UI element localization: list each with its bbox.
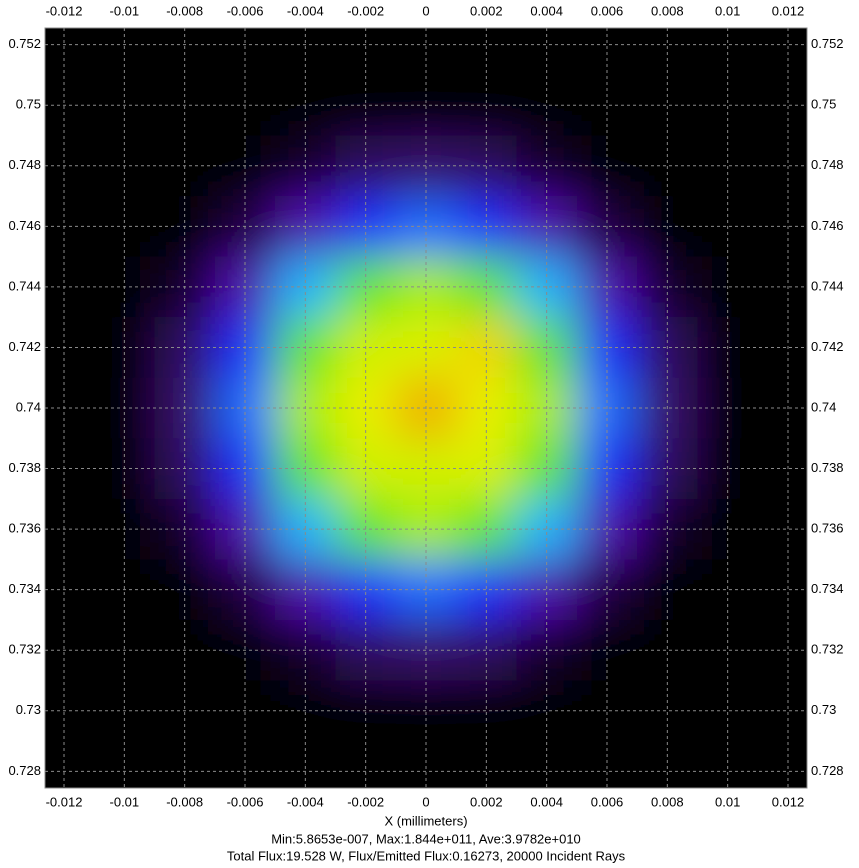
x-tick-label: -0.01 — [110, 794, 140, 809]
x-tick-label: -0.006 — [227, 3, 264, 18]
x-tick-label: 0.012 — [772, 3, 805, 18]
x-axis-label: X (millimeters) — [384, 813, 467, 828]
x-tick-label: 0 — [422, 3, 429, 18]
y-tick-label: 0.748 — [811, 157, 844, 172]
x-tick-label: -0.002 — [347, 3, 384, 18]
y-tick-label: 0.738 — [811, 460, 844, 475]
x-tick-label: 0 — [422, 794, 429, 809]
grid — [45, 28, 807, 788]
stats-line: Total Flux:19.528 W, Flux/Emitted Flux:0… — [227, 848, 626, 863]
y-tick-label: 0.744 — [811, 278, 844, 293]
y-tick-label: 0.748 — [8, 157, 41, 172]
x-tick-label: -0.008 — [166, 3, 203, 18]
x-tick-label: -0.004 — [287, 3, 324, 18]
heat-cell — [757, 741, 807, 788]
y-tick-label: 0.738 — [8, 460, 41, 475]
y-tick-label: 0.752 — [811, 36, 844, 51]
y-tick-label: 0.732 — [8, 642, 41, 657]
x-tick-label: 0.002 — [470, 3, 503, 18]
y-tick-label: 0.746 — [8, 218, 41, 233]
heat-cell — [757, 28, 807, 76]
x-tick-label: -0.002 — [347, 794, 384, 809]
y-tick-label: 0.728 — [8, 763, 41, 778]
y-tick-label: 0.73 — [16, 702, 41, 717]
x-tick-label: -0.01 — [110, 3, 140, 18]
x-tick-label: 0.002 — [470, 794, 503, 809]
y-tick-label: 0.734 — [811, 581, 844, 596]
x-tick-label: 0.006 — [591, 3, 624, 18]
x-tick-label: -0.012 — [46, 3, 83, 18]
y-tick-label: 0.734 — [8, 581, 41, 596]
y-tick-label: 0.732 — [811, 642, 844, 657]
heat-cell — [45, 741, 95, 788]
y-tick-label: 0.74 — [16, 399, 41, 414]
x-tick-label: 0.004 — [530, 3, 563, 18]
stats-line: Min:5.8653e-007, Max:1.844e+011, Ave:3.9… — [271, 831, 581, 846]
y-tick-label: 0.736 — [811, 521, 844, 536]
x-tick-label: 0.01 — [715, 3, 740, 18]
x-tick-label: -0.004 — [287, 794, 324, 809]
y-tick-label: 0.728 — [811, 763, 844, 778]
x-tick-label: 0.008 — [651, 794, 684, 809]
y-tick-label: 0.75 — [16, 97, 41, 112]
y-tick-label: 0.74 — [811, 399, 836, 414]
x-tick-label: 0.01 — [715, 794, 740, 809]
y-tick-label: 0.744 — [8, 278, 41, 293]
x-tick-label: -0.012 — [46, 794, 83, 809]
y-tick-label: 0.746 — [811, 218, 844, 233]
y-tick-label: 0.75 — [811, 97, 836, 112]
plot-border — [44, 27, 808, 789]
x-tick-label: 0.004 — [530, 794, 563, 809]
y-tick-label: 0.752 — [8, 36, 41, 51]
x-tick-label: 0.008 — [651, 3, 684, 18]
heat-cell — [45, 28, 95, 76]
x-tick-label: -0.008 — [166, 794, 203, 809]
x-tick-label: 0.006 — [591, 794, 624, 809]
y-tick-label: 0.742 — [811, 339, 844, 354]
x-tick-label: 0.012 — [772, 794, 805, 809]
x-tick-label: -0.006 — [227, 794, 264, 809]
y-tick-label: 0.742 — [8, 339, 41, 354]
y-tick-label: 0.73 — [811, 702, 836, 717]
y-tick-label: 0.736 — [8, 521, 41, 536]
